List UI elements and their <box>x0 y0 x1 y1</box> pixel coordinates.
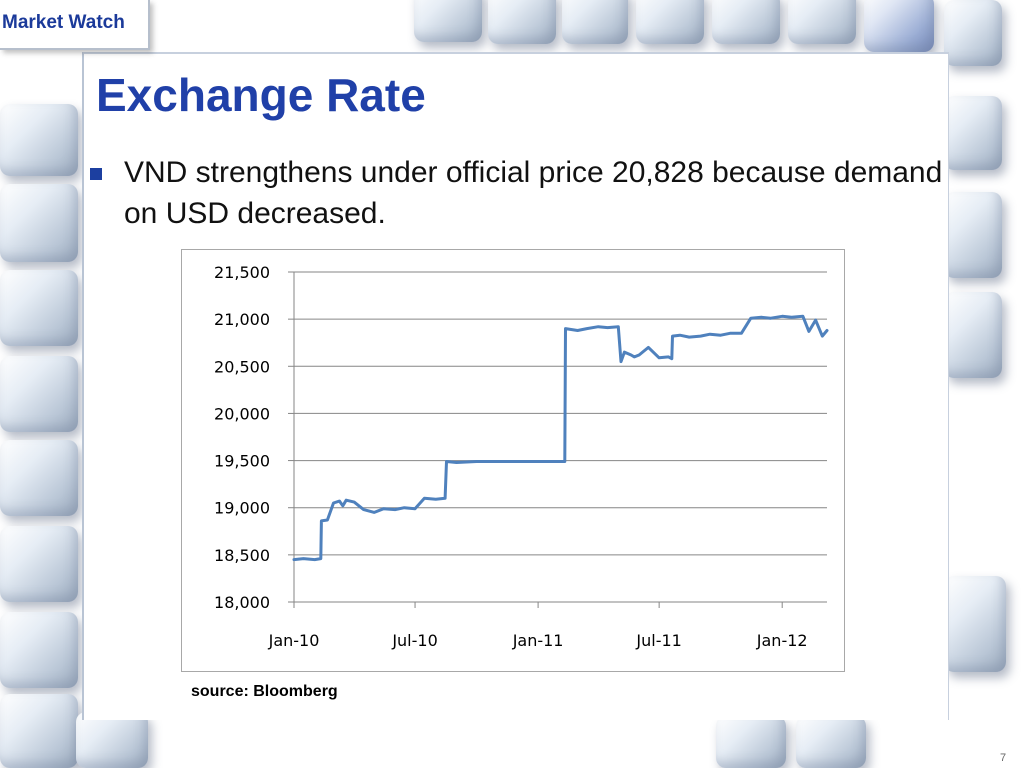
decor-cube <box>414 0 482 42</box>
y-tick-label: 20,500 <box>214 357 270 376</box>
x-tick-label: Jan-12 <box>756 631 808 650</box>
y-tick-label: 19,000 <box>214 499 270 518</box>
exchange-rate-chart: 18,000 18,500 19,000 19,500 20,000 20,500 21,0… <box>181 249 845 672</box>
decor-cube <box>636 0 704 44</box>
x-tick-label: Jan-10 <box>268 631 320 650</box>
section-tag-label: Market Watch <box>2 12 125 33</box>
decor-cube <box>76 712 148 768</box>
exchange-rate-series-line <box>292 314 829 562</box>
decor-cube <box>488 0 556 44</box>
page-number: 7 <box>1000 752 1007 764</box>
x-tick-label: Jul-11 <box>635 631 681 650</box>
decor-cube <box>0 612 78 688</box>
decor-cube <box>864 0 934 52</box>
slide-title: Exchange Rate <box>96 69 426 121</box>
decor-cube <box>944 192 1002 278</box>
decor-cube <box>712 0 780 44</box>
bullet-text: VND strengthens under official price 20,… <box>124 156 943 230</box>
decor-cube <box>0 270 78 346</box>
y-tick-label: 20,000 <box>214 404 270 423</box>
y-tick-label: 21,000 <box>214 310 270 329</box>
y-tick-label: 21,500 <box>214 263 270 282</box>
decor-cube <box>562 0 628 44</box>
decor-cube <box>796 716 866 768</box>
decor-cube <box>0 694 78 768</box>
x-tick-label: Jul-10 <box>391 631 437 650</box>
decor-cube <box>0 184 78 262</box>
decor-cube <box>0 526 78 602</box>
decor-cube <box>0 440 78 516</box>
bullet-square-icon <box>90 168 102 180</box>
decor-cube <box>944 292 1002 378</box>
chart-svg: 18,000 18,500 19,000 19,500 20,000 20,500 21,0… <box>214 263 829 650</box>
section-tag: Market Watch <box>0 0 150 50</box>
y-tick-label: 18,000 <box>214 593 270 612</box>
x-tick-label: Jan-11 <box>512 631 564 650</box>
decor-cube <box>788 0 856 44</box>
decor-cube <box>716 716 786 768</box>
decor-cube <box>0 104 78 176</box>
y-tick-label: 18,500 <box>214 546 270 565</box>
y-tick-label: 19,500 <box>214 452 270 471</box>
decor-cube <box>0 356 78 432</box>
decor-cube <box>944 96 1002 170</box>
source-note: source: Bloomberg <box>191 683 338 700</box>
decor-cube <box>944 0 1002 66</box>
decor-cube <box>944 576 1006 672</box>
